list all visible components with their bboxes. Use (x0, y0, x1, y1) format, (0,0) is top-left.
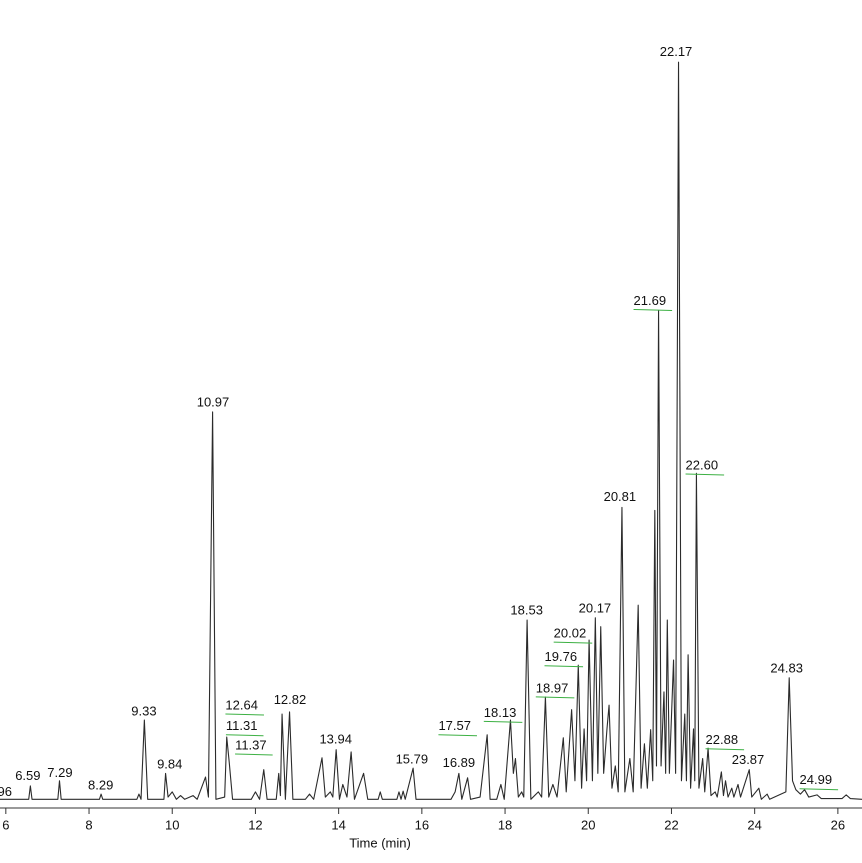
peak-label: 9.33 (131, 703, 156, 718)
peak-label: .96 (0, 784, 12, 799)
peak-label: 24.99 (800, 772, 833, 787)
peak-label: 8.29 (88, 777, 113, 792)
x-tick-label: 20 (581, 817, 595, 832)
peak-leader (705, 748, 745, 751)
x-tick-label: 16 (415, 817, 429, 832)
peak-leader (438, 734, 477, 737)
trace (0, 61, 862, 800)
peak-leader (799, 788, 839, 791)
peak-label: 7.29 (47, 765, 72, 780)
peak-leader (685, 473, 725, 476)
x-tick-label: 26 (831, 817, 845, 832)
peak-label: 6.59 (15, 768, 40, 783)
peak-leader (633, 308, 673, 311)
x-tick-label: 8 (85, 817, 92, 832)
x-tick-label: 14 (331, 817, 345, 832)
peak-label: 15.79 (396, 751, 429, 766)
peak-label: 23.87 (732, 752, 765, 767)
peak-label: 22.88 (706, 732, 739, 747)
peak-label: 13.94 (319, 731, 352, 746)
peak-label: 11.37 (235, 737, 267, 752)
peak-label: 22.60 (686, 457, 719, 472)
x-tick-label: 6 (2, 817, 9, 832)
peak-label: 11.31 (226, 718, 258, 733)
x-tick-label: 10 (165, 817, 179, 832)
peak-label: 20.17 (579, 600, 612, 615)
peak-label: 22.17 (660, 44, 693, 59)
peak-leader (544, 665, 584, 668)
peak-label: 20.81 (604, 489, 637, 504)
peak-leader (553, 641, 593, 644)
peak-label: 9.84 (157, 757, 182, 772)
peak-label: 18.97 (536, 680, 569, 695)
peak-leader (483, 720, 523, 723)
peak-label: 12.64 (225, 697, 258, 712)
peak-leader (225, 713, 264, 716)
peak-label: 16.89 (443, 755, 476, 770)
peak-leader (235, 753, 273, 756)
x-tick-label: 22 (664, 817, 678, 832)
peak-leader (225, 734, 264, 737)
peak-label: 12.82 (274, 692, 307, 707)
x-tick-label: 12 (248, 817, 262, 832)
peak-leader (535, 696, 575, 699)
peak-label: 17.57 (438, 718, 471, 733)
peak-label: 18.13 (484, 705, 517, 720)
x-tick-label: 18 (498, 817, 512, 832)
x-tick-label: 24 (747, 817, 761, 832)
x-axis-label: Time (min) (349, 835, 411, 850)
peak-label: 24.83 (770, 660, 803, 675)
peak-label: 18.53 (510, 603, 543, 618)
peak-label: 10.97 (197, 394, 230, 409)
peak-label: 19.76 (545, 649, 578, 664)
peak-label: 20.02 (554, 626, 587, 641)
peak-label: 21.69 (634, 293, 667, 308)
